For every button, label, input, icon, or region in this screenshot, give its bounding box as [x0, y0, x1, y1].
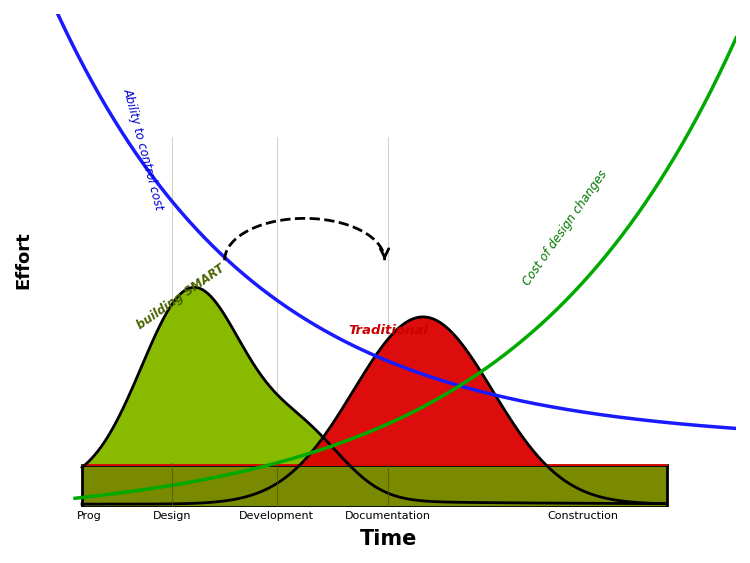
- Text: building SMART: building SMART: [134, 262, 226, 332]
- Y-axis label: Effort: Effort: [14, 231, 32, 289]
- Text: Cost of design changes: Cost of design changes: [520, 168, 610, 288]
- Text: Ability to control cost: Ability to control cost: [120, 86, 165, 211]
- Text: Traditional: Traditional: [348, 324, 428, 337]
- X-axis label: Time: Time: [359, 529, 417, 549]
- Bar: [82, 464, 667, 507]
